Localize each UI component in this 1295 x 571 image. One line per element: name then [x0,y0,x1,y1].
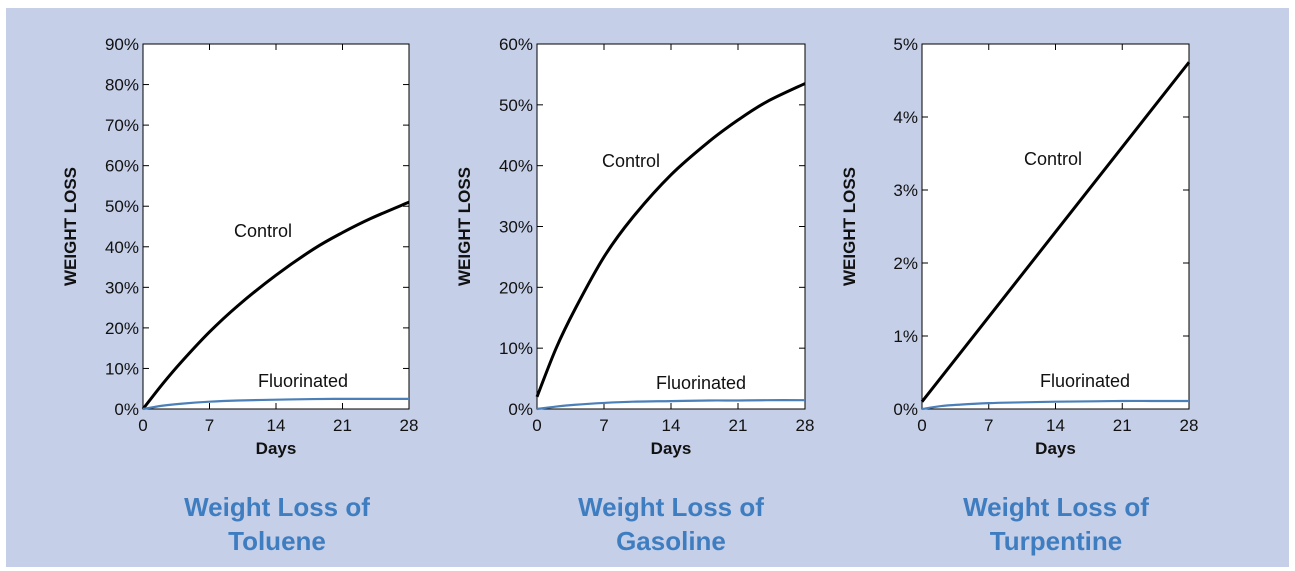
toluene-y-tick-label: 70% [105,116,139,135]
gasoline-x-axis-title: Days [651,439,692,458]
toluene-y-tick-label: 90% [105,35,139,54]
toluene-y-tick-label: 40% [105,238,139,257]
gasoline-y-tick-label: 50% [499,96,533,115]
toluene-x-tick-label: 21 [333,416,352,435]
turpentine-x-tick-label: 14 [1046,416,1065,435]
toluene-chart: 0% 10% 20% 30% 40% 50% 60% 70% 80% 90% 0 7 14 21 28 Day… [61,35,419,458]
turpentine-x-tick-label: 0 [917,416,926,435]
turpentine-x-tick-label: 28 [1180,416,1199,435]
turpentine-x-tick-label: 21 [1113,416,1132,435]
toluene-x-tick-label: 28 [400,416,419,435]
gasoline-fluorinated-line [536,399,806,411]
turpentine-fluorinated-line [921,399,1189,411]
turpentine-title-line1: Weight Loss of [963,492,1149,522]
turpentine-y-tick-label: 4% [893,108,918,127]
gasoline-y-tick-label: 30% [499,218,533,237]
turpentine-y-tick-label: 1% [893,327,918,346]
toluene-y-tick-label: 80% [105,76,139,95]
gasoline-y-tick-label: 40% [499,157,533,176]
toluene-y-tick-label: 30% [105,278,139,297]
toluene-control-line [141,200,410,410]
gasoline-chart: 0% 10% 20% 30% 40% 50% 60% 0 7 14 21 28 Days WEIGHT L… [455,35,815,458]
gasoline-y-tick-label: 20% [499,278,533,297]
turpentine-fluorinated-label: Fluorinated [1040,371,1130,391]
gasoline-control-label: Control [602,151,660,171]
gasoline-fluorinated-label: Fluorinated [656,373,746,393]
toluene-title-line2: Toluene [228,526,326,556]
toluene-title-line1: Weight Loss of [184,492,370,522]
turpentine-chart: 0% 1% 2% 3% 4% 5% 0 7 14 21 28 Days WEIGHT LOSS Contr… [840,35,1199,458]
gasoline-control-line [535,82,806,398]
toluene-fluorinated-line [142,397,409,411]
toluene-plot-area [142,43,410,410]
gasoline-y-tick-label: 10% [499,339,533,358]
turpentine-y-tick-label: 0% [893,400,918,419]
turpentine-title-line2: Turpentine [989,526,1123,556]
gasoline-y-axis-title: WEIGHT LOSS [455,167,474,286]
toluene-chart-title: Weight Loss of Toluene [127,490,427,558]
turpentine-control-line [920,61,1191,403]
toluene-x-tick-label: 7 [205,416,214,435]
turpentine-x-axis-title: Days [1035,439,1076,458]
gasoline-x-tick-label: 21 [729,416,748,435]
gasoline-y-tick-label: 0% [508,400,533,419]
turpentine-y-tick-label: 3% [893,181,918,200]
gasoline-x-tick-label: 28 [796,416,815,435]
toluene-y-tick-label: 20% [105,319,139,338]
gasoline-title-line2: Gasoline [616,526,726,556]
gasoline-title-line1: Weight Loss of [578,492,764,522]
toluene-x-tick-label: 14 [267,416,286,435]
gasoline-x-tick-label: 14 [662,416,681,435]
turpentine-y-tick-label: 2% [893,254,918,273]
toluene-y-tick-label: 60% [105,157,139,176]
turpentine-chart-title: Weight Loss of Turpentine [906,490,1206,558]
toluene-y-axis-title: WEIGHT LOSS [61,167,80,286]
toluene-y-tick-label: 0% [114,400,139,419]
turpentine-y-tick-label: 5% [893,35,918,54]
toluene-x-axis-title: Days [256,439,297,458]
gasoline-y-tick-label: 60% [499,35,533,54]
gasoline-x-tick-label: 0 [532,416,541,435]
turpentine-plot-area [921,43,1190,410]
toluene-fluorinated-label: Fluorinated [258,371,348,391]
turpentine-y-axis-title: WEIGHT LOSS [840,167,859,286]
gasoline-chart-title: Weight Loss of Gasoline [521,490,821,558]
gasoline-x-tick-label: 7 [599,416,608,435]
toluene-x-tick-label: 0 [138,416,147,435]
toluene-y-tick-label: 50% [105,197,139,216]
turpentine-control-label: Control [1024,149,1082,169]
toluene-y-tick-label: 10% [105,359,139,378]
turpentine-x-tick-label: 7 [984,416,993,435]
toluene-control-label: Control [234,221,292,241]
